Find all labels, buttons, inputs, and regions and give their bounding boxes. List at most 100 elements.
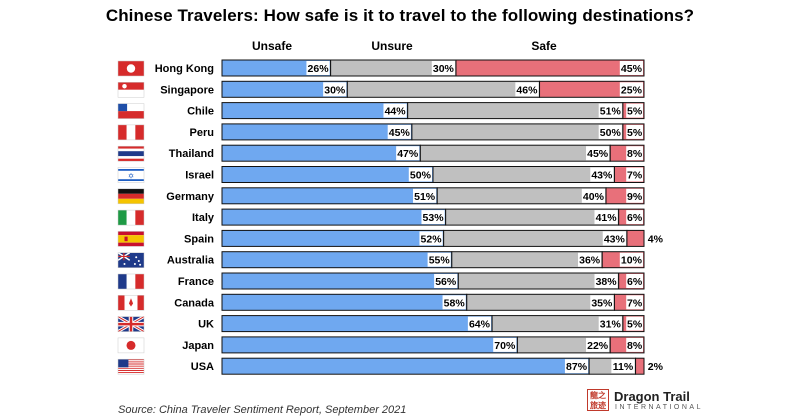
value-label: 51% [600, 106, 622, 118]
value-label: 36% [579, 255, 601, 267]
value-label: 30% [324, 84, 346, 96]
value-label: 43% [591, 170, 613, 182]
bar-row: USA 87% 11% 2% [117, 357, 664, 375]
value-label: 53% [423, 212, 445, 224]
legend-unsure: Unsure [371, 39, 413, 53]
value-label: 45% [621, 63, 643, 75]
value-label: 46% [516, 84, 538, 96]
value-label: 9% [627, 191, 643, 203]
unsafe-bar [221, 102, 409, 120]
spain-flag [117, 231, 145, 247]
value-label-bg [619, 252, 643, 267]
value-label-bg [413, 188, 437, 203]
category-label: USA [191, 361, 214, 373]
category-label: Singapore [160, 84, 214, 96]
value-label-bg [626, 188, 643, 203]
value-label-bg [383, 103, 407, 118]
bar-row: Canada 58% 35% 7% [117, 293, 645, 311]
safe-bar [455, 59, 645, 77]
category-label: Chile [187, 106, 214, 118]
italy-flag [117, 209, 145, 226]
value-label: 44% [385, 106, 407, 118]
value-label: 35% [591, 297, 613, 309]
unsafe-bar [221, 144, 421, 162]
bar-row: Peru 45% 50% 5% [117, 123, 645, 141]
value-label-bg [626, 103, 643, 118]
value-label: 30% [433, 63, 455, 75]
value-label-bg [594, 210, 618, 225]
value-label-bg [421, 210, 445, 225]
usa-flag [117, 358, 145, 375]
value-label: 11% [613, 361, 634, 373]
unsafe-bar [221, 357, 590, 375]
value-label-bg [442, 295, 466, 310]
bar-row: Singapore 30% 46% 25% [117, 80, 645, 98]
bar-row: France 56% 38% 6% [117, 272, 645, 290]
value-label-bg [626, 274, 643, 288]
unsafe-bar [221, 315, 493, 333]
value-label-bg [626, 295, 643, 310]
legend-unsafe: Unsafe [251, 39, 292, 53]
value-label: 40% [583, 191, 605, 203]
safe-bar [626, 229, 645, 247]
value-label: 22% [587, 340, 609, 352]
value-label: 64% [469, 319, 491, 331]
value-label-bg [427, 252, 451, 267]
value-label: 6% [627, 276, 643, 288]
unsafe-bar [221, 251, 453, 269]
value-label-bg [626, 210, 643, 225]
value-label-bg [598, 316, 622, 331]
japan-flag [117, 337, 145, 354]
value-label: 70% [494, 340, 516, 352]
germany-flag [117, 188, 145, 205]
safe-bar [635, 357, 645, 375]
value-label-bg [619, 61, 643, 75]
value-label: 10% [621, 255, 643, 267]
value-label: 2% [648, 361, 664, 373]
safe-bar [539, 80, 645, 98]
value-label-bg [515, 82, 539, 97]
value-label: 5% [627, 127, 643, 139]
value-label-bg [493, 337, 517, 352]
value-label: 41% [596, 212, 618, 224]
value-label: 50% [600, 127, 622, 139]
value-label-bg [434, 274, 458, 288]
legend-safe: Safe [531, 39, 557, 53]
logo-name: Dragon Trail [614, 389, 690, 404]
value-label: 31% [600, 319, 622, 331]
category-label: Spain [184, 233, 214, 245]
value-label: 5% [627, 106, 643, 118]
israel-flag: ✡ [117, 167, 145, 183]
category-label: Israel [185, 170, 214, 182]
value-label: 87% [566, 361, 588, 373]
value-label-bg [647, 231, 664, 246]
svg-text:✡: ✡ [128, 171, 134, 180]
bar-row: Australia 55% 36% 10% [117, 251, 645, 269]
value-label: 52% [421, 233, 443, 245]
bar-row: Chile 44% 51% 5% [117, 102, 645, 120]
unsafe-bar [221, 336, 518, 354]
value-label-bg [586, 146, 610, 161]
value-label-bg [619, 82, 643, 97]
logo-badge-icon: 龍之 旅迹 [587, 389, 609, 411]
unsure-bar [443, 229, 628, 247]
category-label: Italy [192, 212, 215, 224]
value-label: 38% [596, 276, 618, 288]
category-label: Japan [182, 340, 214, 352]
value-label: 55% [429, 255, 451, 267]
value-label: 25% [621, 84, 643, 96]
value-label: 43% [604, 233, 626, 245]
australia-flag [117, 252, 145, 268]
unsafe-bar [221, 166, 434, 183]
value-label-bg [598, 124, 622, 139]
value-label-bg [387, 124, 411, 139]
value-label-bg [598, 103, 622, 118]
value-label-bg [564, 359, 589, 374]
value-label: 5% [627, 319, 643, 331]
value-label-bg [306, 61, 330, 75]
value-label: 51% [414, 191, 436, 203]
value-label: 45% [587, 148, 609, 160]
source-note: Source: China Traveler Sentiment Report,… [118, 404, 407, 416]
value-label: 56% [435, 276, 457, 288]
value-label-bg [626, 337, 643, 352]
